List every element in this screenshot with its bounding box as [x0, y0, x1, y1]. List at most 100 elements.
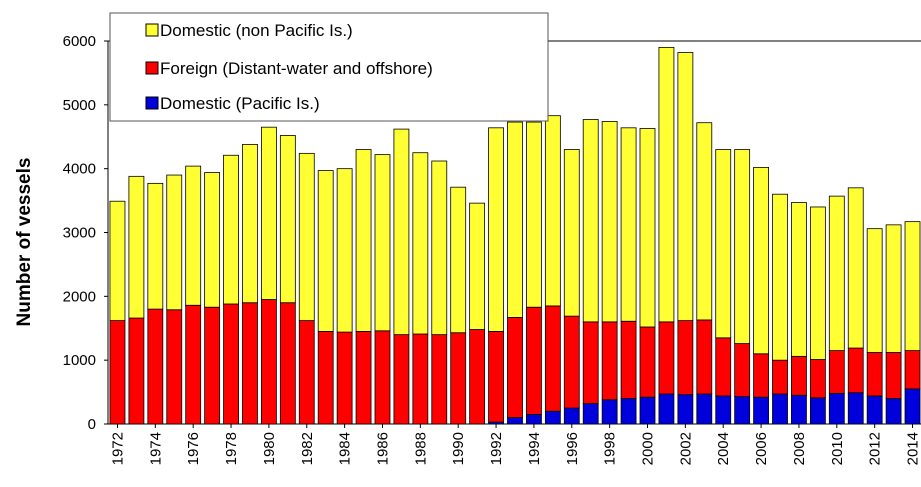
bar-segment-1998-s1 — [601, 321, 618, 401]
bar-segment-1999-s2 — [620, 127, 637, 322]
bar-segment-2005-s1 — [734, 343, 751, 397]
bar-segment-2013-s1 — [885, 352, 902, 399]
bar-segment-1986-s2 — [374, 154, 391, 332]
y-tick-label: 6000 — [63, 33, 96, 50]
x-tick-label: 1982 — [299, 432, 316, 465]
bar-segment-1977-s2 — [204, 172, 221, 308]
bar-segment-2007-s0 — [772, 393, 788, 425]
y-tick-label: 1000 — [63, 352, 96, 369]
bar-segment-1987-s2 — [393, 128, 410, 336]
bar-segment-2003-s1 — [696, 319, 713, 395]
bar-segment-1981-s2 — [279, 135, 296, 304]
bar-segment-1979-s1 — [242, 302, 258, 425]
bar-segment-1979-s2 — [242, 144, 258, 304]
bar-segment-1996-s2 — [563, 149, 580, 317]
bar-segment-1989-s1 — [431, 334, 448, 425]
y-tick-label: 5000 — [63, 97, 96, 114]
bar-segment-2008-s2 — [791, 202, 807, 357]
y-tick-label: 3000 — [63, 225, 96, 242]
bar-segment-1980-s2 — [260, 126, 277, 300]
bar-segment-2002-s0 — [677, 394, 694, 425]
bar-segment-2010-s0 — [828, 392, 845, 425]
x-tick-label: 1996 — [564, 432, 581, 465]
bar-segment-2005-s0 — [734, 396, 751, 425]
bar-segment-1985-s2 — [355, 149, 372, 332]
bar-segment-2001-s2 — [658, 46, 675, 323]
y-axis-label: Number of vessels — [14, 158, 35, 327]
bar-segment-2008-s0 — [791, 394, 807, 425]
bar-segment-1974-s2 — [147, 182, 164, 310]
legend-box — [109, 12, 549, 122]
bar-segment-2014-s0 — [904, 388, 921, 425]
bar-segment-1977-s1 — [204, 306, 221, 425]
bar-segment-1996-s0 — [563, 407, 580, 425]
bar-segment-1983-s2 — [317, 170, 334, 332]
bar-segment-2013-s2 — [885, 224, 902, 353]
y-tick-label: 0 — [88, 416, 96, 433]
bar-segment-2000-s2 — [639, 128, 656, 328]
x-tick-label: 1990 — [450, 432, 467, 465]
legend-label-domestic-pacific: Domestic (Pacific Is.) — [160, 94, 320, 113]
x-tick-label: 1972 — [109, 432, 126, 465]
bar-segment-1997-s2 — [582, 119, 599, 323]
bar-segment-2008-s1 — [791, 355, 807, 396]
bar-segment-2010-s2 — [828, 195, 845, 351]
bar-segment-2004-s2 — [715, 149, 732, 339]
bar-segment-1987-s1 — [393, 334, 410, 425]
bar-segment-2003-s2 — [696, 122, 713, 321]
bar-segment-1974-s1 — [147, 308, 164, 425]
x-tick-label: 1974 — [147, 432, 164, 465]
bar-segment-2001-s1 — [658, 321, 675, 395]
x-tick-label: 1980 — [261, 432, 278, 465]
bar-segment-2014-s1 — [904, 350, 921, 390]
bar-segment-2013-s0 — [885, 398, 902, 425]
bar-segment-2012-s2 — [866, 228, 883, 353]
x-tick-label: 1994 — [526, 432, 543, 465]
bar-segment-1985-s1 — [355, 331, 372, 425]
legend: Domestic (non Pacific Is.) Foreign (Dist… — [109, 12, 549, 122]
bar-segment-2009-s0 — [809, 397, 826, 425]
bar-segment-1994-s1 — [526, 306, 542, 415]
x-tick-label: 2008 — [791, 432, 808, 465]
bar-segment-1988-s1 — [412, 333, 429, 425]
legend-label-domestic-non-pacific: Domestic (non Pacific Is.) — [160, 21, 353, 40]
bar-segment-1999-s0 — [620, 398, 637, 425]
legend-swatch-domestic-pacific — [145, 96, 159, 110]
x-tick-label: 2010 — [829, 432, 846, 465]
x-tick-label: 2014 — [905, 432, 921, 465]
bar-segment-2002-s2 — [677, 52, 694, 321]
bar-segment-1990-s2 — [450, 186, 467, 334]
bar-segment-1975-s2 — [166, 174, 183, 311]
x-tick-label: 2004 — [715, 432, 732, 465]
x-tick-label: 1998 — [602, 432, 619, 465]
x-tick-label: 1978 — [223, 432, 240, 465]
y-axis: 0 1000 2000 3000 4000 5000 6000 — [63, 33, 108, 433]
bar-segment-2006-s1 — [753, 353, 769, 398]
bar-segment-1998-s2 — [601, 121, 618, 323]
bar-segment-1982-s2 — [298, 152, 315, 321]
bar-segment-2002-s1 — [677, 320, 694, 396]
x-tick-label: 1984 — [337, 432, 354, 465]
bar-segment-2012-s1 — [866, 352, 883, 397]
x-tick-label: 2002 — [677, 432, 694, 465]
bar-segment-1995-s0 — [544, 410, 561, 425]
x-tick-label: 2012 — [867, 432, 884, 465]
bar-segment-1999-s1 — [620, 320, 637, 399]
bar-segment-1997-s1 — [582, 321, 599, 404]
bar-segment-1998-s0 — [601, 399, 618, 425]
bar-segment-1975-s1 — [166, 309, 183, 425]
bar-segment-1978-s2 — [223, 154, 239, 305]
x-tick-label: 2000 — [640, 432, 657, 465]
bar-segment-2007-s2 — [772, 193, 788, 361]
x-tick-label: 2006 — [753, 432, 770, 465]
bar-segment-2000-s0 — [639, 396, 656, 425]
bar-segment-1993-s1 — [507, 316, 523, 419]
y-tick-label: 4000 — [63, 161, 96, 178]
bar-segment-2004-s0 — [715, 395, 732, 425]
bar-segment-1992-s1 — [488, 331, 504, 423]
bar-segment-1978-s1 — [223, 303, 239, 425]
bar-segment-1991-s2 — [469, 202, 486, 330]
bar-segment-1997-s0 — [582, 403, 599, 425]
x-tick-label: 1988 — [412, 432, 429, 465]
